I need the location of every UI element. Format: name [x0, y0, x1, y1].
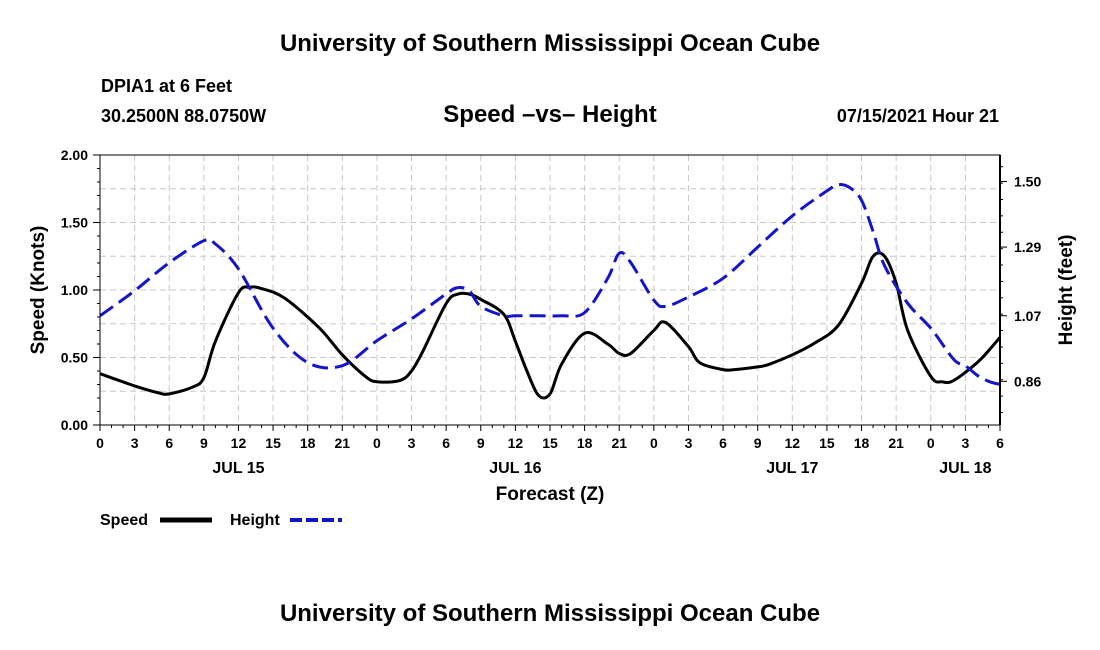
legend-speed-label: Speed	[100, 512, 148, 529]
x-tick-label: 12	[231, 435, 247, 451]
x-date-label: JUL 18	[939, 460, 991, 477]
x-tick-label: 6	[719, 435, 727, 451]
chart-series	[99, 183, 1002, 400]
x-axis-label: Forecast (Z)	[496, 484, 605, 505]
chart-legend: Speed Height	[100, 512, 342, 529]
y-left-tick-label: 2.00	[61, 147, 88, 163]
x-tick-label: 12	[508, 435, 524, 451]
x-tick-label: 18	[300, 435, 316, 451]
x-tick-label: 6	[442, 435, 450, 451]
chart-ticks: 0 3 6 9 12 15 18 21 0 3 6 9 12 15 18 21 0 3 6 9 12 15 18 21 0 3 6J…	[61, 147, 1042, 477]
x-tick-label: 9	[754, 435, 762, 451]
x-tick-label: 0	[650, 435, 658, 451]
x-tick-label: 21	[335, 435, 351, 451]
y-left-tick-label: 1.00	[61, 282, 88, 298]
y-left-tick-label: 1.50	[61, 215, 88, 231]
station-coordinates: 30.2500N 88.0750W	[101, 106, 267, 126]
legend-height-label: Height	[230, 512, 280, 529]
y-axis-left-label: Speed (Knots)	[28, 226, 49, 355]
x-tick-label: 9	[477, 435, 485, 451]
y-right-tick-label: 1.50	[1014, 174, 1041, 190]
page-title-bottom: University of Southern Mississippi Ocean…	[279, 600, 821, 627]
x-tick-label: 0	[96, 435, 104, 451]
chart-title: Speed –vs– Height	[443, 101, 657, 128]
x-tick-label: 0	[927, 435, 935, 451]
y-left-tick-label: 0.00	[61, 417, 88, 433]
x-date-label: JUL 16	[489, 460, 541, 477]
chart-grid	[100, 155, 1000, 425]
x-tick-label: 18	[577, 435, 593, 451]
x-tick-label: 9	[200, 435, 208, 451]
forecast-datetime: 07/15/2021 Hour 21	[836, 106, 999, 126]
x-tick-label: 15	[542, 435, 558, 451]
x-tick-label: 21	[888, 435, 904, 451]
x-tick-label: 18	[854, 435, 870, 451]
x-tick-label: 6	[165, 435, 173, 451]
y-axis-right-label: Height (feet)	[1056, 235, 1077, 346]
y-right-tick-label: 1.29	[1014, 239, 1041, 255]
x-tick-label: 0	[373, 435, 381, 451]
x-tick-label: 21	[611, 435, 627, 451]
speed-series-line	[99, 251, 1002, 400]
y-right-tick-label: 0.86	[1014, 373, 1041, 389]
x-tick-label: 12	[785, 435, 801, 451]
y-right-tick-label: 1.07	[1014, 308, 1041, 324]
x-tick-label: 15	[265, 435, 281, 451]
x-date-label: JUL 15	[212, 460, 264, 477]
page-title-top: University of Southern Mississippi Ocean…	[279, 30, 821, 57]
x-tick-label: 3	[131, 435, 139, 451]
x-tick-label: 3	[961, 435, 969, 451]
x-tick-label: 3	[685, 435, 693, 451]
height-series-line	[99, 183, 1001, 386]
x-date-label: JUL 17	[766, 460, 818, 477]
x-tick-label: 6	[996, 435, 1004, 451]
x-tick-label: 15	[819, 435, 835, 451]
station-label: DPIA1 at 6 Feet	[101, 76, 233, 96]
y-left-tick-label: 0.50	[61, 350, 88, 366]
x-tick-label: 3	[408, 435, 416, 451]
